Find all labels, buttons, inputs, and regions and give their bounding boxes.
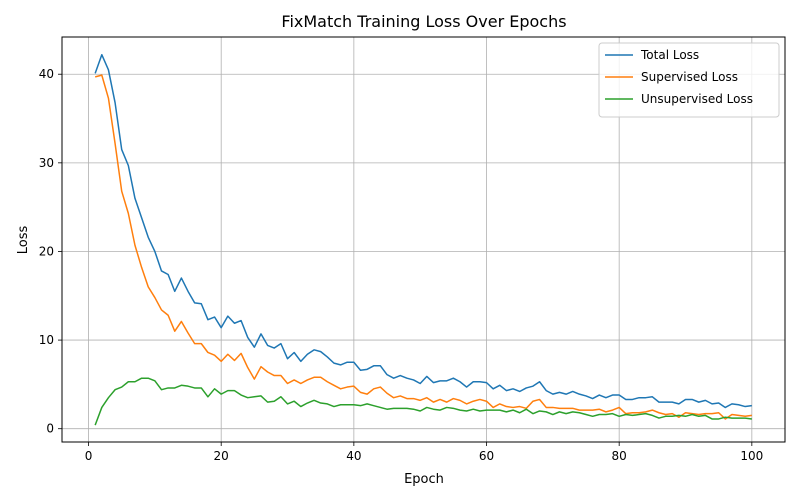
series-lines — [94, 53, 752, 426]
legend-box — [598, 42, 780, 118]
legend-label-supervised-loss: Supervised Loss — [641, 70, 738, 84]
x-tick-label: 100 — [740, 449, 763, 463]
legend-label-total-loss: Total Loss — [640, 48, 699, 62]
plot-frame — [61, 36, 786, 443]
chart-title: FixMatch Training Loss Over Epochs — [281, 12, 566, 31]
legend-label-unsupervised-loss: Unsupervised Loss — [641, 92, 753, 106]
x-tick-label: 60 — [479, 449, 494, 463]
y-tick-label: 30 — [39, 156, 54, 170]
x-tick-label: 40 — [346, 449, 361, 463]
legend: Total Loss Supervised Loss Unsupervised Lo… — [598, 42, 780, 118]
y-tick-label: 0 — [46, 422, 54, 436]
x-tick-label: 0 — [85, 449, 93, 463]
x-tick-label: 80 — [612, 449, 627, 463]
x-axis-label: Epoch — [404, 472, 444, 487]
y-tick-label: 10 — [39, 333, 54, 347]
y-axis-label: Loss — [16, 226, 31, 255]
supervised-loss-line — [94, 74, 752, 420]
y-tick-label: 20 — [39, 244, 54, 258]
x-tick-label: 20 — [214, 449, 229, 463]
axis-ticks: 0 20 40 60 80 100 0 10 20 30 40 — [39, 67, 764, 463]
y-tick-label: 40 — [39, 67, 54, 81]
unsupervised-loss-line — [94, 377, 752, 426]
total-loss-line — [94, 53, 752, 409]
